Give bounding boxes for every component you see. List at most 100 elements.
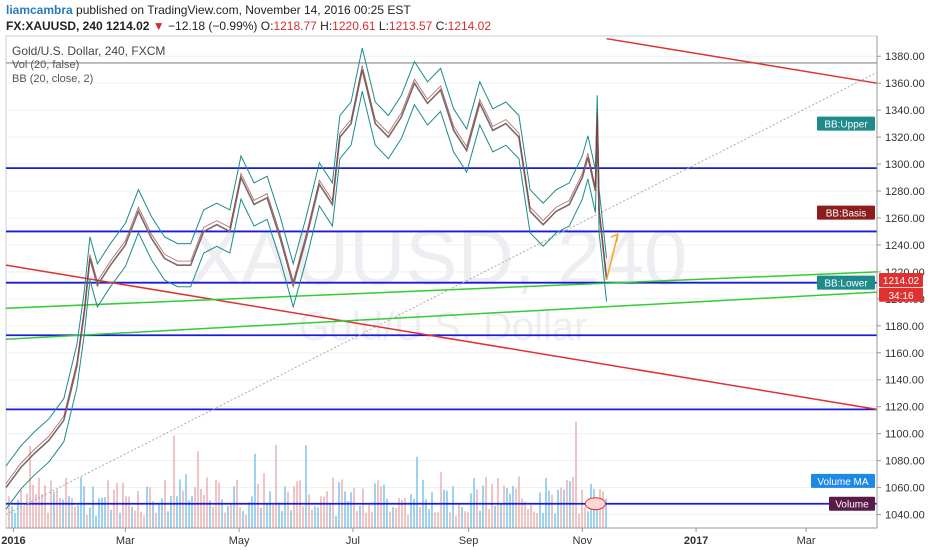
volume-bar [470, 493, 472, 528]
volume-bar [521, 498, 523, 528]
volume-bar [551, 494, 553, 528]
volume-bar [335, 515, 337, 528]
volume-bar [455, 515, 457, 528]
legend-volume[interactable]: Vol (20, false) [12, 59, 80, 71]
x-tick-label: Jul [346, 535, 360, 547]
volume-bar [101, 497, 103, 528]
volume-bar [578, 513, 580, 528]
volume-bar [557, 489, 559, 528]
volume-bar [272, 504, 274, 528]
low-label: L: [378, 19, 389, 33]
volume-bar [431, 492, 433, 528]
price-label-text: 34:16 [888, 291, 913, 302]
volume-bar [284, 486, 286, 528]
high-value: 1220.61 [332, 19, 376, 33]
volume-bar [386, 498, 388, 528]
close-label: C: [435, 19, 448, 33]
bb-basis-line [5, 65, 607, 484]
volume-bar [266, 503, 268, 528]
high-label: H: [320, 19, 333, 33]
volume-bar [185, 474, 187, 528]
volume-bar [59, 497, 61, 528]
volume-bar [149, 487, 151, 528]
volume-bar [467, 512, 469, 528]
watermark-name: Gold/U.S. Dollar [299, 305, 588, 349]
volume-bar [191, 495, 193, 528]
volume-bar [287, 491, 289, 528]
volume-bar [374, 483, 376, 528]
volume-bar [563, 489, 565, 528]
volume-bar [320, 496, 322, 528]
volume-bar [176, 496, 178, 528]
volume-bar [251, 496, 253, 528]
volume-bar [188, 500, 190, 528]
volume-bar [173, 435, 175, 528]
projection-arrow [605, 233, 619, 281]
volume-bar [329, 503, 331, 528]
y-tick-label: 1120.00 [885, 402, 924, 414]
price-line [5, 69, 608, 489]
volume-bar [491, 484, 493, 528]
volume-bar [338, 482, 340, 528]
volume-bar [383, 484, 385, 528]
symbol-label[interactable]: FX:XAUUSD, 240 [6, 19, 103, 33]
price-label-text: Volume [835, 500, 869, 511]
volume-bar [332, 477, 334, 528]
bb-upper-band [5, 48, 608, 467]
volume-bar [500, 503, 502, 528]
volume-bar [278, 502, 280, 528]
volume-bar [437, 512, 439, 528]
volume-bar [512, 485, 514, 528]
price-label-text: BB:Upper [824, 120, 868, 131]
volume-bar [23, 506, 25, 528]
x-tick-label: 2016 [1, 535, 25, 547]
volume-bar [509, 493, 511, 528]
volume-bar [122, 482, 124, 528]
open-value: 1218.77 [273, 19, 317, 33]
volume-bar [404, 497, 406, 528]
author-link[interactable]: liamcambra [6, 3, 73, 17]
price-label-box [829, 496, 875, 511]
volume-bar [293, 485, 295, 528]
price-label-box [817, 275, 875, 290]
volume-bar [104, 497, 106, 528]
y-tick-label: 1180.00 [885, 321, 924, 333]
volume-bar [20, 489, 22, 528]
publish-text: published on TradingView.com, November 1… [76, 3, 411, 17]
trendline [5, 271, 878, 310]
price-change: −12.18 (−0.99%) [168, 19, 258, 33]
volume-bar [359, 505, 361, 528]
price-label-text: Volume MA [817, 477, 868, 488]
volume-bar [125, 496, 127, 528]
last-price: 1214.02 [106, 19, 150, 33]
arrow-head-icon [610, 232, 619, 243]
volume-bar [194, 487, 196, 528]
volume-bar [182, 490, 184, 528]
volume-bar [311, 509, 313, 528]
volume-bar [395, 507, 397, 528]
volume-bar [482, 485, 484, 528]
publish-line: liamcambra published on TradingView.com,… [6, 3, 411, 17]
volume-bar [443, 489, 445, 528]
volume-bar [347, 501, 349, 528]
volume-bar [140, 511, 142, 528]
volume-bar [239, 507, 241, 528]
volume-bar [128, 496, 130, 528]
volume-bar [113, 489, 115, 528]
close-value: 1214.02 [447, 19, 492, 33]
volume-bar [317, 507, 319, 528]
legend-bollinger[interactable]: BB (20, close, 2) [12, 73, 94, 85]
volume-bar [302, 506, 304, 528]
volume-bar [155, 512, 157, 528]
volume-bar [221, 499, 223, 528]
volume-bar [488, 508, 490, 528]
volume-bar [170, 496, 172, 528]
volume-bar [407, 514, 409, 528]
volume-bar [254, 453, 256, 528]
volume-bar [290, 510, 292, 528]
volume-bar [137, 491, 139, 528]
volume-bar [461, 506, 463, 528]
volume-bar [143, 515, 145, 528]
volume-bar [203, 494, 205, 528]
